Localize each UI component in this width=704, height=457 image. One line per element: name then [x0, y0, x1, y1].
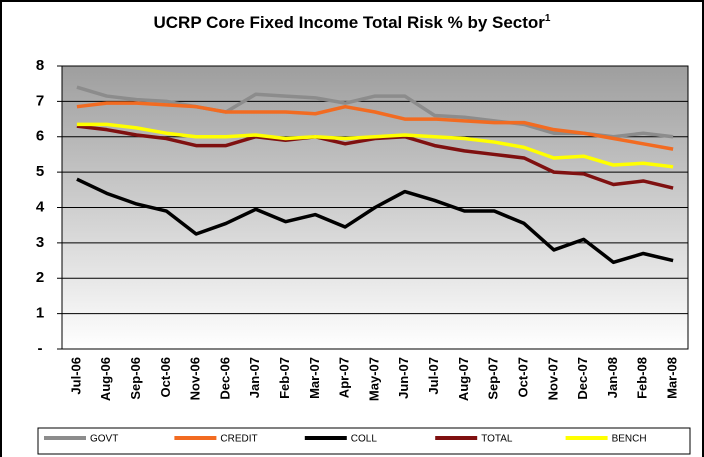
- legend-label: COLL: [351, 434, 378, 445]
- legend-box: [37, 427, 691, 455]
- series-line: [76, 124, 674, 190]
- x-tick-label: Jun-07: [396, 357, 411, 399]
- x-tick-label: Aug-07: [456, 357, 471, 401]
- legend-label: GOVT: [90, 434, 118, 445]
- legend-label: TOTAL: [481, 434, 513, 445]
- y-tick-label: -: [38, 340, 43, 357]
- x-tick-label: Nov-06: [188, 357, 203, 400]
- y-tick-label: 7: [36, 92, 44, 109]
- title-note: 1: [545, 13, 551, 24]
- x-tick-label: May-07: [366, 357, 381, 401]
- y-tick-label: 5: [36, 163, 44, 180]
- y-tick-label: 4: [36, 198, 45, 215]
- x-tick-label: Feb-07: [277, 357, 292, 399]
- y-tick-label: 2: [36, 269, 44, 286]
- y-tick-label: 6: [36, 128, 44, 145]
- chart-title: UCRP Core Fixed Income Total Risk % by S…: [154, 13, 551, 33]
- x-tick-label: Feb-08: [635, 357, 650, 399]
- series-line: [76, 101, 674, 151]
- legend-label: CREDIT: [220, 434, 257, 445]
- x-tick-label: Mar-07: [307, 357, 322, 399]
- x-tick-label: Mar-08: [665, 357, 680, 399]
- x-tick-label: Jan-07: [247, 357, 262, 398]
- x-tick-label: Sep-07: [486, 357, 501, 400]
- x-tick-label: Jul-07: [426, 357, 441, 395]
- series-line: [76, 177, 674, 265]
- y-tick-label: 8: [36, 57, 44, 74]
- y-tick-label: 1: [36, 305, 44, 322]
- x-tick-label: Dec-06: [217, 357, 232, 400]
- x-tick-label: Oct-06: [158, 357, 173, 397]
- y-tick-label: 3: [36, 234, 44, 251]
- x-tick-label: Nov-07: [545, 357, 560, 400]
- x-tick-label: Dec-07: [575, 357, 590, 400]
- x-tick-label: Jan-08: [605, 357, 620, 398]
- x-tick-label: Aug-06: [98, 357, 113, 401]
- x-tick-label: Apr-07: [337, 357, 352, 398]
- series-line: [76, 122, 674, 169]
- title-text: UCRP Core Fixed Income Total Risk % by S…: [154, 13, 546, 32]
- x-tick-label: Oct-07: [515, 357, 530, 397]
- x-tick-label: Jul-06: [68, 357, 83, 395]
- legend-label: BENCH: [612, 434, 647, 445]
- x-tick-label: Sep-06: [128, 357, 143, 400]
